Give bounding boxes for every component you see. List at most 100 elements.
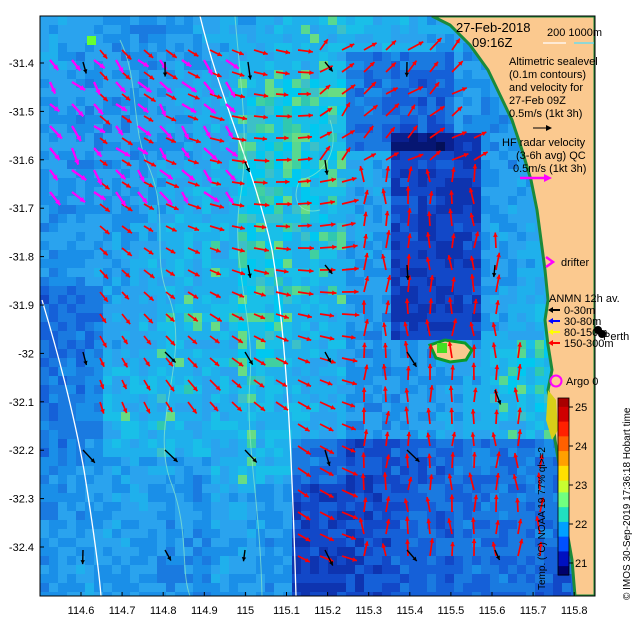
sst-cell	[319, 214, 329, 224]
sst-cell	[427, 583, 437, 593]
altimetry-arrow	[341, 334, 356, 340]
sst-cell	[400, 286, 410, 296]
sst-cell	[355, 115, 365, 125]
sst-cell	[454, 475, 464, 485]
sst-cell	[103, 412, 113, 422]
sst-cell	[337, 466, 347, 476]
sst-cell	[256, 124, 266, 134]
sst-cell	[436, 169, 446, 179]
sst-cell	[382, 340, 392, 350]
sst-cell	[382, 475, 392, 485]
sst-cell	[355, 538, 365, 548]
sst-cell	[40, 547, 50, 557]
sst-cell	[211, 34, 221, 44]
sst-cell	[220, 106, 230, 116]
sst-cell	[292, 349, 302, 359]
hf-arrow	[159, 125, 173, 140]
sst-cell	[157, 160, 167, 170]
sst-cell	[85, 250, 95, 260]
sst-cell	[490, 412, 500, 422]
sst-cell	[283, 421, 293, 431]
sst-cell	[148, 178, 158, 188]
altimetry-arrow	[143, 137, 154, 144]
sst-cell	[382, 79, 392, 89]
sst-cell	[445, 529, 455, 539]
sst-cell	[202, 70, 212, 80]
sst-cell	[157, 241, 167, 251]
sst-cell	[301, 259, 311, 269]
sst-cell	[265, 475, 275, 485]
sst-cell	[58, 160, 68, 170]
sst-cell	[490, 565, 500, 575]
sst-cell	[364, 250, 374, 260]
altimetry-arrow	[385, 454, 391, 469]
sst-cell	[175, 115, 185, 125]
sst-cell	[499, 115, 509, 125]
sst-cell	[355, 223, 365, 233]
sst-cell	[211, 475, 221, 485]
sst-cell	[58, 592, 68, 596]
sst-cell	[175, 277, 185, 287]
sst-cell	[40, 241, 50, 251]
sst-cell	[418, 493, 428, 503]
sst-cell	[508, 322, 518, 332]
sst-cell	[49, 592, 59, 596]
sst-cell	[202, 511, 212, 521]
altimetry-arrow	[253, 202, 270, 208]
sst-cell	[364, 430, 374, 440]
sst-cell	[364, 340, 374, 350]
sst-cell	[202, 349, 212, 359]
sst-cell	[355, 124, 365, 134]
sst-cell	[490, 304, 500, 314]
sst-cell	[355, 106, 365, 116]
sst-cell	[454, 466, 464, 476]
sst-cell	[148, 16, 158, 26]
altimetry-arrow	[275, 135, 289, 141]
altimetry-arrow	[99, 115, 111, 126]
sst-cell	[481, 583, 491, 593]
sst-cell	[193, 448, 203, 458]
sst-cell	[472, 439, 482, 449]
sst-cell	[283, 250, 293, 260]
sst-cell	[346, 205, 356, 215]
sst-cell	[58, 295, 68, 305]
sst-cell	[409, 385, 419, 395]
sst-cell	[526, 475, 536, 485]
altimetry-arrow	[231, 291, 245, 298]
sst-cell	[445, 52, 455, 62]
sst-cell	[130, 52, 140, 62]
sst-cell	[157, 583, 167, 593]
sst-cell	[40, 151, 50, 161]
sst-cell	[67, 367, 77, 377]
sst-cell	[211, 241, 221, 251]
sst-cell	[229, 394, 239, 404]
sst-cell	[310, 556, 320, 566]
sst-cell	[328, 160, 338, 170]
sst-cell	[85, 43, 95, 53]
sst-cell	[409, 349, 419, 359]
sst-cell	[130, 16, 140, 26]
argo-legend-label: Argo 0	[566, 376, 598, 388]
altimetry-arrow	[341, 357, 358, 363]
sst-cell	[76, 520, 86, 530]
sst-cell	[481, 133, 491, 143]
sst-cell	[274, 358, 284, 368]
sst-cell	[310, 268, 320, 278]
sst-cell	[256, 232, 266, 242]
sst-cell	[544, 448, 554, 458]
sst-cell	[166, 286, 176, 296]
sst-cell	[463, 70, 473, 80]
sst-cell	[391, 358, 401, 368]
altimetry-arrow	[341, 266, 359, 272]
sst-cell	[211, 502, 221, 512]
sst-cell	[76, 376, 86, 386]
land-mass	[431, 16, 595, 596]
sst-cell	[148, 169, 158, 179]
sst-cell	[265, 133, 275, 143]
sst-cell	[112, 133, 122, 143]
sst-cell	[328, 169, 338, 179]
sst-cell	[166, 529, 176, 539]
sst-cell	[166, 115, 176, 125]
sst-cell	[256, 367, 266, 377]
altimetry-arrow	[472, 452, 477, 469]
